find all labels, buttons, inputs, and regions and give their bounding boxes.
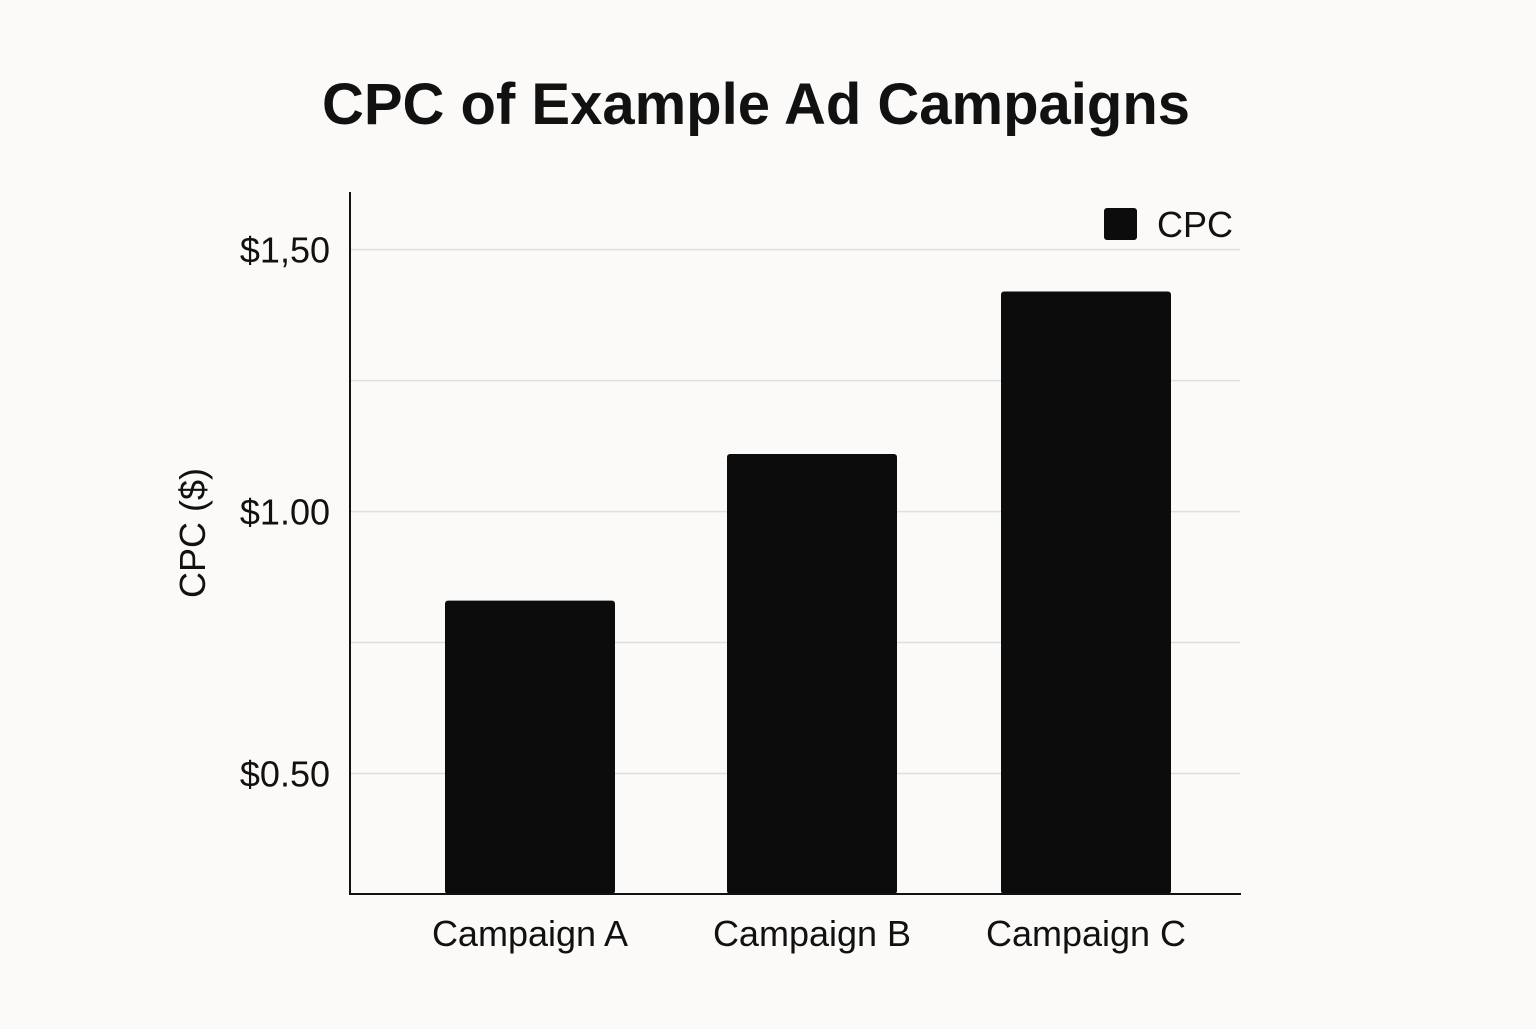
- legend-swatch: [1104, 208, 1137, 240]
- y-tick-label: $1.00: [240, 492, 330, 533]
- bar-campaign-b: [727, 453, 897, 894]
- x-tick-labels: Campaign A Campaign B Campaign C: [432, 913, 1186, 954]
- legend-label: CPC: [1157, 204, 1233, 245]
- legend: CPC: [1104, 204, 1233, 245]
- x-tick-label: Campaign A: [432, 913, 628, 954]
- y-tick-label: $0.50: [240, 754, 330, 795]
- axes: [349, 192, 1241, 895]
- y-axis-label: CPC ($): [172, 468, 213, 598]
- y-tick-label: $1,50: [240, 230, 330, 271]
- x-tick-label: Campaign C: [986, 913, 1186, 954]
- bars: [445, 291, 1171, 894]
- y-tick-labels: $0.50 $1.00 $1,50: [240, 230, 330, 795]
- bar-campaign-c: [1001, 291, 1171, 894]
- chart-title: CPC of Example Ad Campaigns: [322, 72, 1190, 137]
- x-tick-label: Campaign B: [713, 913, 911, 954]
- bar-campaign-a: [445, 600, 615, 894]
